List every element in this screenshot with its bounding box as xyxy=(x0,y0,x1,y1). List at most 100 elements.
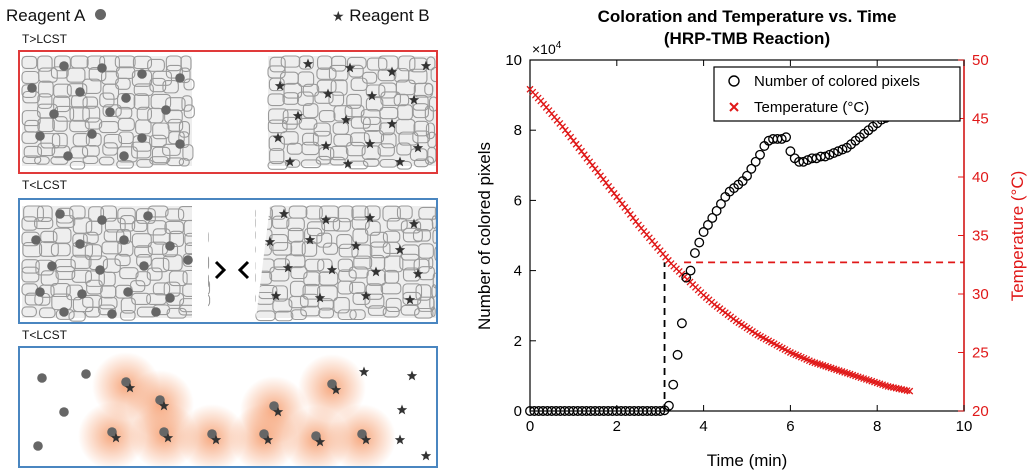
reagent-b-star xyxy=(210,434,222,445)
x-axis-label: Time (min) xyxy=(707,451,788,470)
reagent-a-dot xyxy=(165,241,175,251)
gel-cell xyxy=(68,311,86,322)
gel-cell xyxy=(55,266,76,281)
reagent-b-star xyxy=(364,138,376,149)
legend-x-icon xyxy=(729,102,739,112)
gel-cell xyxy=(99,92,115,108)
gel-cell xyxy=(86,55,106,70)
gel-cell xyxy=(86,279,103,295)
x-tick-label: 10 xyxy=(956,418,973,435)
reagent-a-dot xyxy=(357,429,367,439)
reagent-b-star xyxy=(360,434,372,445)
reagent-a-dot xyxy=(121,93,131,103)
y-left-tick-label: 6 xyxy=(514,192,522,209)
gel-cell xyxy=(349,309,366,321)
gel-cell xyxy=(413,120,430,137)
gel-cell xyxy=(269,56,286,73)
reagent-b-star xyxy=(344,62,356,73)
pixel-count-marker xyxy=(698,227,709,237)
pixel-count-marker xyxy=(781,132,792,143)
reagent-b-star xyxy=(158,400,170,411)
gel-cell xyxy=(314,91,334,104)
reagent-a-dot xyxy=(87,129,97,139)
reagent-a-dot xyxy=(55,209,65,219)
gel-cell xyxy=(66,67,86,83)
gel-cell xyxy=(321,216,341,232)
y-left-tick-label: 2 xyxy=(514,333,522,350)
reagent-b-star xyxy=(394,434,406,445)
gel-cell xyxy=(69,160,86,170)
x-tick-label: 0 xyxy=(526,418,534,435)
gel-cell xyxy=(82,155,99,165)
pixel-count-marker xyxy=(833,146,844,157)
reagent-b-star xyxy=(394,156,406,167)
reagent-a-dot xyxy=(97,215,107,225)
reagent-b-star xyxy=(350,240,362,251)
gel-cell xyxy=(269,148,285,165)
reagent-a-dot xyxy=(97,63,107,73)
gel-cell xyxy=(297,71,315,87)
reagent-b-star xyxy=(386,118,398,129)
gel-cell xyxy=(37,93,53,109)
gel-cell xyxy=(313,122,331,137)
gel-cell xyxy=(305,205,323,220)
reagent-a-dot xyxy=(137,133,147,143)
panel-2-label: T<LCST xyxy=(22,178,68,192)
panel-3-label: T<LCST xyxy=(22,328,68,342)
gel-cell xyxy=(412,229,431,242)
gel-cell xyxy=(400,220,422,234)
reagent-b-star xyxy=(262,434,274,445)
y-left-tick-label: 8 xyxy=(514,122,522,139)
reagent-b-star xyxy=(320,140,332,151)
reagent-a-dot xyxy=(151,307,161,317)
gel-cell xyxy=(69,119,90,133)
y-right-tick-label: 40 xyxy=(972,169,989,186)
gel-cell xyxy=(337,258,354,273)
gel-cell xyxy=(71,269,92,283)
gel-cell xyxy=(115,77,131,90)
reagent-b-legend: ★ Reagent B xyxy=(332,6,430,26)
gel-cell xyxy=(82,78,102,95)
pixel-count-marker xyxy=(798,156,809,167)
panel-1-canvas xyxy=(21,55,436,170)
gel-cell xyxy=(162,80,179,94)
gel-cell xyxy=(290,309,307,320)
gel-cell xyxy=(168,270,188,287)
gel-cell xyxy=(298,55,314,70)
gel-cell xyxy=(399,253,420,271)
gel-cell xyxy=(432,272,436,289)
reagent-b-star xyxy=(270,290,282,301)
reagent-a-dot xyxy=(107,309,117,319)
gel-cell xyxy=(38,80,54,98)
y-left-multiplier: ×104 xyxy=(532,40,562,57)
gel-cell xyxy=(316,67,337,80)
reagent-a-dot xyxy=(95,265,105,275)
reagent-b-star xyxy=(342,158,354,169)
pixel-count-marker xyxy=(828,148,839,158)
gel-cell xyxy=(349,132,370,147)
gel-cell xyxy=(37,55,53,72)
gel-cell xyxy=(164,220,184,235)
gel-cell xyxy=(131,292,151,305)
pixel-count-marker xyxy=(685,265,696,276)
gel-cell xyxy=(85,270,105,287)
gel-cell xyxy=(180,55,192,72)
pixel-count-marker xyxy=(676,318,687,329)
pixel-count-marker xyxy=(689,248,700,259)
gel-cell xyxy=(304,227,323,244)
pixel-count-marker xyxy=(716,198,726,209)
gel-cell xyxy=(21,55,38,69)
gel-cell xyxy=(367,305,387,316)
gel-cell xyxy=(380,132,397,149)
reagent-b-star xyxy=(366,90,378,101)
gel-cell xyxy=(168,230,185,247)
gel-cell xyxy=(380,91,401,106)
panel-3-canvas xyxy=(33,352,432,466)
gel-cell xyxy=(162,143,181,156)
gel-cell xyxy=(103,133,122,149)
y-right-tick-label: 45 xyxy=(972,111,989,128)
gel-cell xyxy=(318,271,339,286)
gel-cell xyxy=(402,227,423,243)
gel-cell xyxy=(52,116,68,132)
gel-cell xyxy=(117,207,136,225)
